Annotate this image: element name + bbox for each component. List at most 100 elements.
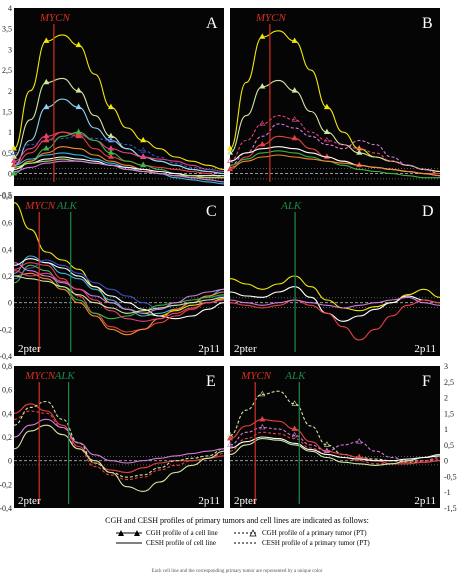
gene-label: ALK xyxy=(54,370,76,382)
series-point xyxy=(259,33,266,39)
legend-label: CGH profile of a primary tumor (PT) xyxy=(262,529,367,537)
series-point xyxy=(323,447,330,454)
panel-c: 0,8 0,6 0,4 0,2 0 -0,2 -0,4 MYCN ALK C 2pter 2p11 xyxy=(0,192,225,361)
series-line xyxy=(13,275,225,314)
series-point xyxy=(291,116,298,122)
panel-letter: E xyxy=(206,373,216,390)
series-point xyxy=(323,128,330,134)
gene-label: MYCN xyxy=(240,370,272,382)
series-point xyxy=(259,415,266,422)
y-tick-label: -0,5 xyxy=(444,472,457,481)
y-tick-label: 1 xyxy=(8,128,12,137)
panel-background xyxy=(230,8,440,186)
legend-item-cesh-primary-tumor: CESH profile of a primary tumor (PT) xyxy=(234,539,370,547)
y-tick-label: 0,8 xyxy=(2,192,12,201)
y-tick-label: 0,6 xyxy=(2,219,12,228)
panel-d: ALK D 2pter 2p11 xyxy=(229,196,441,356)
series-point xyxy=(107,136,114,143)
series-line xyxy=(229,154,441,177)
x-label-end: 2p11 xyxy=(198,343,220,355)
x-label-start: 2pter xyxy=(18,495,41,507)
x-label-end: 2p11 xyxy=(414,495,436,507)
panel-background xyxy=(14,366,224,508)
y-tick-label: 2,5 xyxy=(444,378,454,387)
legend-triangle-icon xyxy=(118,530,124,536)
y-tick-label: 2 xyxy=(8,87,12,96)
series-point xyxy=(107,103,114,110)
y-tick-label: 3 xyxy=(444,362,448,371)
series-point xyxy=(259,390,266,397)
series-point xyxy=(43,145,50,151)
series-line xyxy=(13,403,225,474)
y-tick-label: 0,5 xyxy=(444,441,454,450)
y-tick-label: -0,5 xyxy=(0,190,12,199)
x-label-end: 2p11 xyxy=(198,495,220,507)
series-line xyxy=(13,160,225,183)
y-tick-label: 2 xyxy=(444,394,448,403)
series-point xyxy=(10,149,18,155)
series-line xyxy=(13,258,225,320)
y-tick-label: -0,4 xyxy=(0,504,12,513)
x-label-start: 2pter xyxy=(234,343,257,355)
series-line xyxy=(13,152,225,185)
y-tick-label: -0,2 xyxy=(0,325,12,334)
caption-fragment: Each cell line and the corresponding pri… xyxy=(152,569,323,574)
series-point xyxy=(75,87,82,93)
panel-a: 4 3,5 3 2,5 2 1,5 1 0,5 0 -0,5 MYCN A xyxy=(0,4,225,199)
y-tick-label: -1 xyxy=(444,488,451,497)
series-point xyxy=(356,149,363,155)
series-point xyxy=(75,132,82,139)
series-point xyxy=(291,431,298,438)
y-tick-label: 0 xyxy=(8,457,12,466)
series-line xyxy=(229,438,441,466)
series-point xyxy=(43,78,50,85)
legend: CGH and CESH profiles of primary tumors … xyxy=(105,516,370,574)
series-point xyxy=(226,149,234,155)
y-tick-label: 1 xyxy=(444,425,448,434)
y-tick-label: 1,5 xyxy=(2,107,12,116)
y-tick-label: 0,6 xyxy=(2,386,12,395)
series-line xyxy=(229,299,441,341)
series-point xyxy=(140,161,147,168)
panel-letter: A xyxy=(206,15,218,32)
series-line xyxy=(229,275,441,312)
series-line xyxy=(229,150,440,179)
series-point xyxy=(259,83,266,89)
y-tick-label: 0,8 xyxy=(2,362,12,371)
legend-triangle-icon xyxy=(134,530,140,536)
panel-f: 3 2,5 2 1,5 1 0,5 0 -0,5 -1 -1,5 MYCN ALK F 2pter 2p11 xyxy=(226,362,457,513)
legend-item-cesh-cell-line: CESH profile of cell line xyxy=(116,539,216,547)
series-point xyxy=(43,136,50,143)
series-line xyxy=(13,270,225,322)
series-line xyxy=(13,424,225,492)
legend-item-cgh-cell-line: CGH profile of a cell line xyxy=(116,529,218,537)
series-point xyxy=(323,136,330,143)
gene-label: MYCN xyxy=(24,370,56,382)
y-tick-label: 3,5 xyxy=(2,25,12,34)
series-point xyxy=(75,128,82,134)
y-tick-label: 0 xyxy=(8,170,12,179)
x-label-start: 2pter xyxy=(18,343,41,355)
legend-label: CGH profile of a cell line xyxy=(146,529,218,537)
y-tick-label: 3 xyxy=(8,45,12,54)
y-tick-label: -0,2 xyxy=(0,480,12,489)
series-point xyxy=(259,120,266,126)
y-tick-label: 4 xyxy=(8,4,12,13)
panel-letter: D xyxy=(422,203,434,220)
series-line xyxy=(229,286,441,322)
y-tick-label: 0 xyxy=(444,457,448,466)
legend-title: CGH and CESH profiles of primary tumors … xyxy=(105,516,369,525)
panel-letter: F xyxy=(422,373,431,390)
series-point xyxy=(107,149,114,155)
series-point xyxy=(291,87,298,93)
panel-e: 0,8 0,6 0,4 0,2 0 -0,2 -0,4 MYCN ALK E 2pter 2p11 xyxy=(0,362,225,513)
series-line xyxy=(13,262,225,333)
series-line xyxy=(13,410,225,481)
gene-label: ALK xyxy=(284,370,306,382)
gene-label: MYCN xyxy=(255,12,287,24)
gene-label: MYCN xyxy=(24,200,56,212)
series-point xyxy=(291,425,298,431)
series-point xyxy=(323,103,330,110)
series-point xyxy=(226,434,234,441)
